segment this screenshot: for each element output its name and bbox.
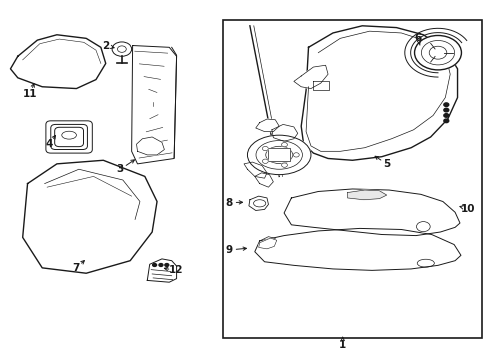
Ellipse shape [247,135,311,175]
Polygon shape [314,81,329,90]
Polygon shape [132,45,176,164]
Circle shape [294,153,299,157]
Polygon shape [284,189,460,235]
Text: 2: 2 [102,41,109,50]
Text: 5: 5 [383,159,391,169]
Polygon shape [294,65,328,89]
Circle shape [444,108,449,112]
FancyBboxPatch shape [51,125,87,149]
Circle shape [282,163,288,167]
Polygon shape [255,173,273,187]
Circle shape [153,264,157,266]
FancyBboxPatch shape [46,121,92,153]
Text: 1: 1 [339,340,346,350]
Polygon shape [256,119,279,132]
Text: 12: 12 [169,265,183,275]
Polygon shape [244,162,267,178]
Polygon shape [269,148,290,161]
Polygon shape [272,125,298,141]
Text: 11: 11 [23,89,37,99]
Text: 10: 10 [461,204,475,214]
Text: 4: 4 [46,139,53,149]
Polygon shape [259,238,277,249]
Polygon shape [255,228,461,270]
Polygon shape [147,259,176,282]
Circle shape [263,147,269,151]
Circle shape [444,103,449,107]
Text: 3: 3 [117,164,124,174]
Polygon shape [301,26,458,160]
Ellipse shape [62,131,76,139]
Circle shape [165,264,169,266]
Polygon shape [249,196,269,211]
Text: 8: 8 [226,198,233,208]
Polygon shape [23,160,157,273]
Text: 6: 6 [415,33,422,43]
Circle shape [416,222,430,231]
Circle shape [112,42,132,56]
Polygon shape [347,190,387,200]
Bar [223,21,482,338]
Text: 9: 9 [226,245,233,255]
FancyBboxPatch shape [55,127,83,147]
Circle shape [415,36,462,70]
Polygon shape [10,35,106,89]
Circle shape [159,264,163,266]
Circle shape [444,119,449,123]
Circle shape [444,114,449,117]
Circle shape [263,159,269,163]
Circle shape [282,143,288,147]
Polygon shape [420,37,445,61]
Text: 7: 7 [73,263,80,273]
Polygon shape [137,137,164,155]
